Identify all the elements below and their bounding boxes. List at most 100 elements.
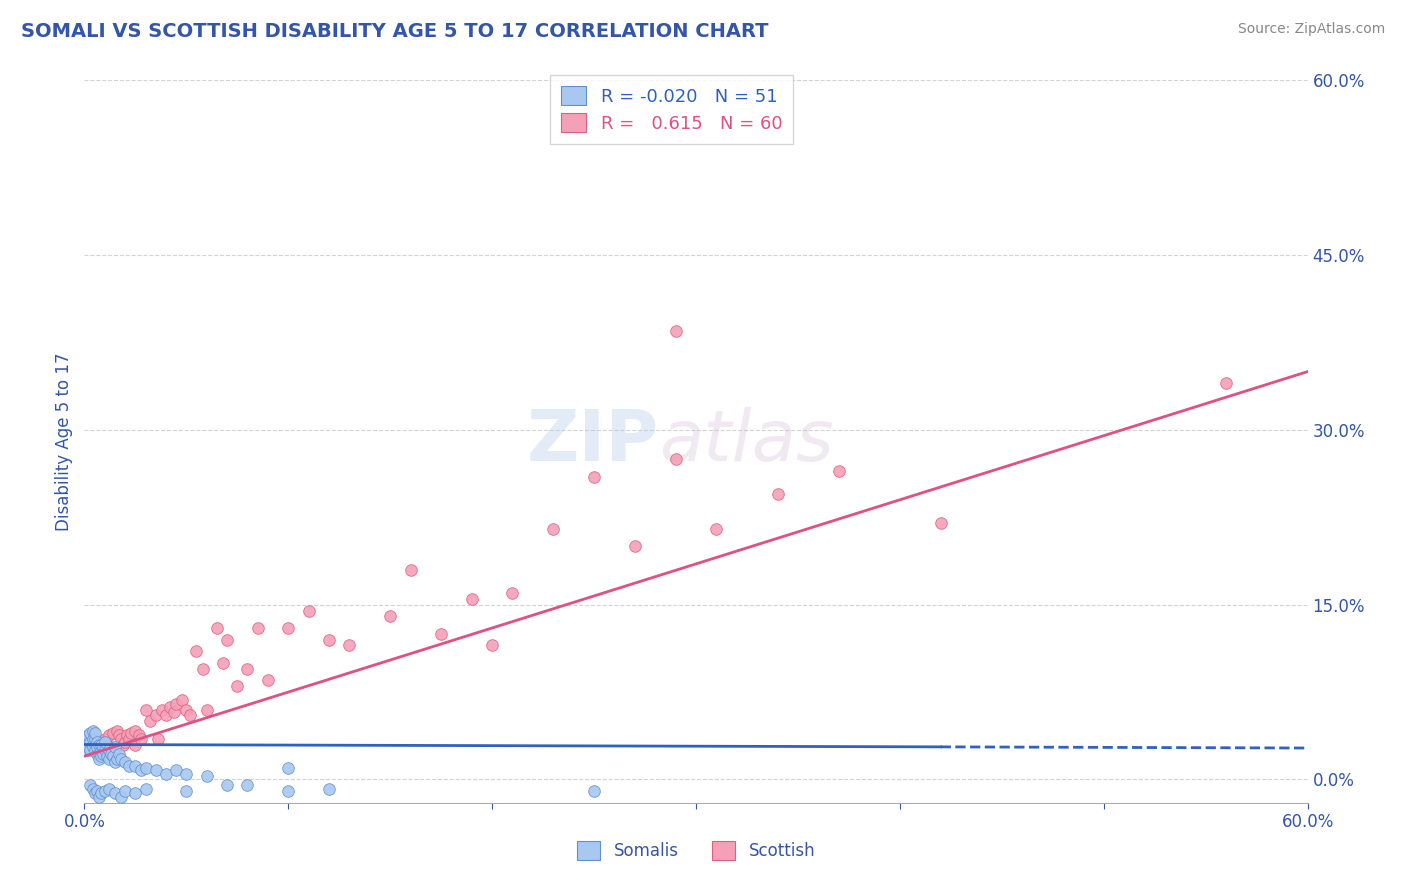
Point — [90, 738, 112, 752]
Point — [380, 609, 402, 624]
Point — [75, 738, 97, 752]
Point — [79, 735, 101, 749]
Point — [461, 591, 484, 606]
Point — [159, 700, 181, 714]
Point — [79, 743, 101, 757]
Point — [217, 778, 239, 792]
Point — [155, 766, 177, 780]
Point — [124, 723, 146, 738]
Point — [90, 738, 112, 752]
Point — [481, 639, 503, 653]
Point — [146, 731, 169, 746]
Point — [110, 731, 132, 746]
Point — [104, 755, 127, 769]
Point — [96, 749, 118, 764]
Point — [145, 763, 167, 777]
Point — [83, 738, 105, 752]
Point — [87, 738, 110, 752]
Point — [138, 714, 160, 729]
Point — [128, 728, 150, 742]
Point — [112, 738, 135, 752]
Point — [82, 731, 104, 746]
Point — [257, 673, 280, 688]
Point — [583, 784, 606, 798]
Point — [86, 735, 108, 749]
Point — [236, 778, 259, 792]
Point — [83, 743, 105, 757]
Point — [79, 726, 101, 740]
Point — [77, 728, 100, 742]
Point — [90, 743, 112, 757]
Point — [93, 735, 115, 749]
Point — [114, 755, 136, 769]
Point — [150, 702, 173, 716]
Point — [246, 621, 269, 635]
Point — [195, 769, 218, 783]
Point — [82, 723, 104, 738]
Point — [118, 731, 141, 746]
Point — [97, 743, 120, 757]
Point — [101, 726, 124, 740]
Point — [87, 789, 110, 804]
Point — [155, 708, 177, 723]
Point — [186, 644, 208, 658]
Point — [217, 632, 239, 647]
Point — [124, 738, 146, 752]
Point — [226, 679, 249, 693]
Point — [665, 324, 688, 338]
Text: ZIP: ZIP — [527, 407, 659, 476]
Point — [97, 751, 120, 765]
Point — [105, 723, 128, 738]
Point — [131, 731, 153, 746]
Point — [86, 784, 108, 798]
Point — [118, 758, 141, 772]
Point — [93, 743, 115, 757]
Point — [86, 739, 108, 754]
Point — [430, 627, 453, 641]
Point — [236, 662, 259, 676]
Point — [115, 728, 138, 742]
Text: Source: ZipAtlas.com: Source: ZipAtlas.com — [1237, 22, 1385, 37]
Point — [90, 787, 112, 801]
Point — [318, 781, 340, 796]
Point — [104, 787, 127, 801]
Point — [318, 632, 340, 647]
Point — [929, 516, 952, 530]
Point — [100, 747, 122, 761]
Point — [212, 656, 235, 670]
Point — [104, 743, 127, 757]
Point — [145, 708, 167, 723]
Legend: Somalis, Scottish: Somalis, Scottish — [571, 835, 821, 867]
Text: atlas: atlas — [659, 407, 834, 476]
Point — [163, 705, 186, 719]
Point — [90, 749, 112, 764]
Point — [108, 747, 131, 761]
Point — [114, 784, 136, 798]
Point — [174, 766, 197, 780]
Point — [624, 540, 647, 554]
Point — [77, 739, 100, 754]
Point — [82, 739, 104, 754]
Point — [75, 743, 97, 757]
Point — [87, 751, 110, 765]
Point — [172, 693, 194, 707]
Point — [665, 452, 688, 467]
Point — [79, 778, 101, 792]
Point — [97, 728, 120, 742]
Point — [87, 747, 110, 761]
Point — [91, 739, 114, 754]
Point — [399, 563, 422, 577]
Point — [82, 781, 104, 796]
Text: SOMALI VS SCOTTISH DISABILITY AGE 5 TO 17 CORRELATION CHART: SOMALI VS SCOTTISH DISABILITY AGE 5 TO 1… — [21, 22, 769, 41]
Point — [135, 781, 157, 796]
Point — [101, 749, 124, 764]
Point — [93, 731, 115, 746]
Point — [191, 662, 214, 676]
Point — [195, 702, 218, 716]
Point — [165, 763, 187, 777]
Point — [179, 708, 201, 723]
Point — [277, 621, 299, 635]
Point — [174, 702, 197, 716]
Point — [93, 784, 115, 798]
Point — [339, 639, 361, 653]
